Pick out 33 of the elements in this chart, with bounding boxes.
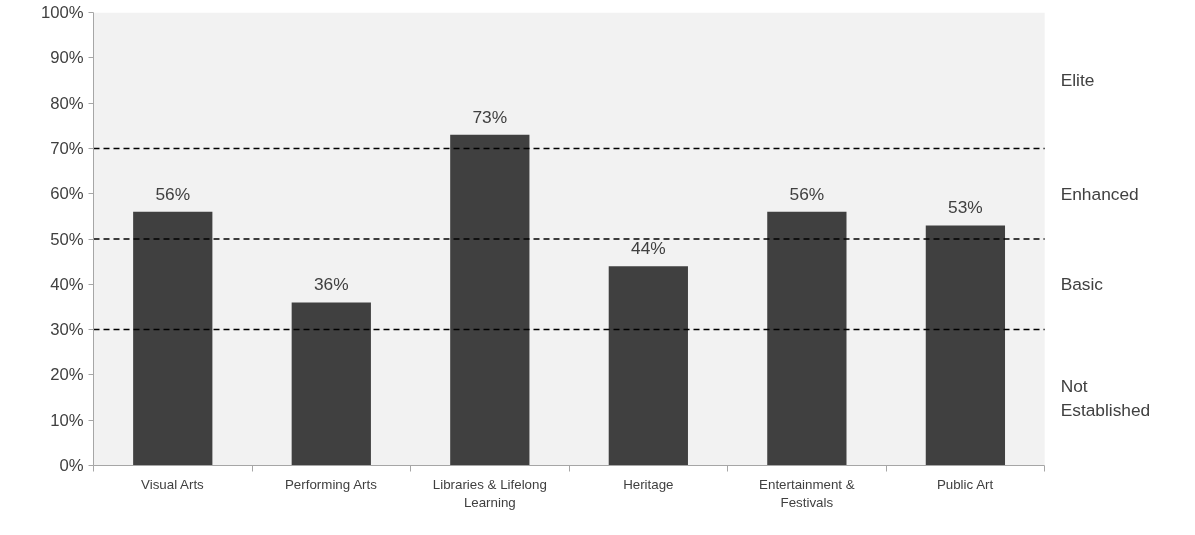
y-tick-label: 10%	[50, 410, 84, 430]
x-tick-label: Visual Arts	[141, 476, 205, 492]
bar	[767, 211, 847, 466]
x-tick-label: Entertainment & Festivals	[759, 476, 855, 510]
data-label: 44%	[631, 238, 666, 259]
y-tick-label: 70%	[50, 138, 84, 158]
x-tick-label: Public Art	[936, 476, 994, 492]
y-tick-label: 90%	[50, 48, 84, 68]
text: Basic	[1060, 274, 1104, 295]
data-label: 73%	[472, 106, 508, 127]
data-label: 53%	[948, 197, 983, 218]
x-tick-label: Heritage	[623, 476, 674, 492]
y-tick-label: 40%	[50, 274, 84, 294]
bar	[133, 211, 213, 466]
x-tick-label: Libraries & Lifelong Learning	[432, 476, 547, 510]
y-tick-label: 80%	[50, 93, 84, 113]
bar	[925, 225, 1006, 466]
y-tick-label: 20%	[50, 365, 84, 385]
y-tick-label: 0%	[59, 456, 84, 475]
bar	[450, 134, 530, 466]
y-tick-label: 30%	[50, 320, 84, 340]
y-tick-label: 50%	[50, 229, 84, 249]
bar	[608, 266, 688, 466]
bar	[291, 302, 371, 466]
x-tick-label: Performing Arts	[285, 476, 378, 492]
text: Not Established	[1060, 375, 1151, 420]
text: Elite	[1060, 70, 1095, 91]
y-tick-label: 100%	[40, 3, 84, 22]
y-tick-label: 60%	[50, 184, 84, 204]
data-label: 56%	[155, 183, 191, 204]
text: Enhanced	[1060, 183, 1139, 204]
data-label: 56%	[789, 183, 825, 204]
data-label: 36%	[313, 274, 349, 295]
